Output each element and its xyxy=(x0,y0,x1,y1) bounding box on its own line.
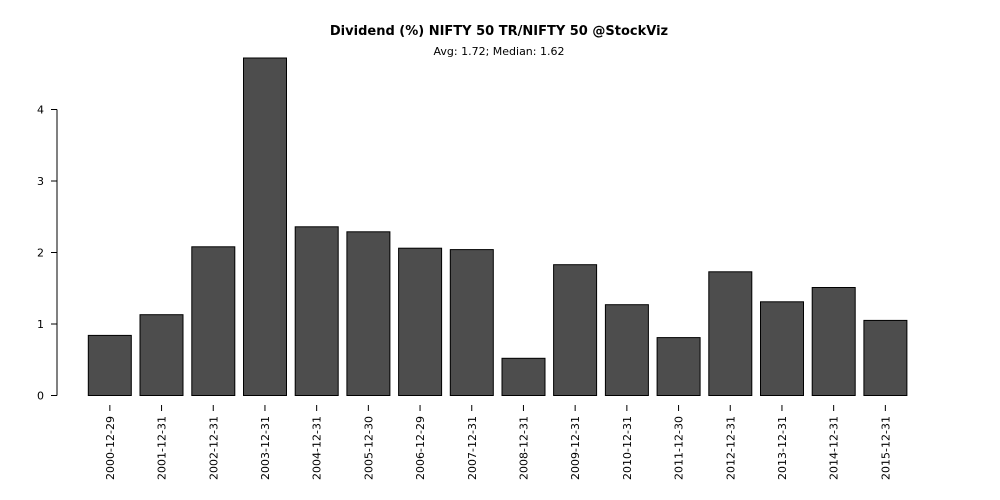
y-tick-label: 4 xyxy=(37,104,44,117)
bar-2015-12-31 xyxy=(863,319,908,396)
y-tick-label: 0 xyxy=(37,390,44,403)
bar-2013-12-31 xyxy=(760,301,804,396)
bar-2005-12-30 xyxy=(346,231,391,396)
x-axis-labels: 2000-12-29 2001-12-31 2002-12-31 2003-12-31… xyxy=(104,405,892,480)
bar-2001-12-31 xyxy=(139,314,184,397)
y-tick-label: 1 xyxy=(37,318,44,331)
bar-2002-12-31 xyxy=(191,246,236,396)
x-tick-label: 2012-12-31 xyxy=(724,416,737,480)
chart-subtitle: Avg: 1.72; Median: 1.62 xyxy=(434,45,565,58)
x-tick-label: 2008-12-31 xyxy=(517,416,530,480)
bar-2000-12-29 xyxy=(87,334,132,396)
x-tick-label: 2002-12-31 xyxy=(207,416,220,480)
x-tick-label: 2004-12-31 xyxy=(311,416,324,480)
bar-2014-12-31 xyxy=(811,287,856,396)
x-tick-label: 2014-12-31 xyxy=(828,416,841,480)
x-tick-label: 2015-12-31 xyxy=(879,416,892,480)
bar-2003-12-31 xyxy=(243,57,287,396)
bar-2004-12-31 xyxy=(294,226,339,396)
bar-2011-12-30 xyxy=(656,337,701,397)
chart-title: Dividend (%) NIFTY 50 TR/NIFTY 50 @Stock… xyxy=(330,24,668,39)
x-tick-label: 2001-12-31 xyxy=(156,416,169,480)
y-tick-label: 2 xyxy=(37,247,44,260)
x-tick-label: 2000-12-29 xyxy=(104,416,117,480)
x-tick-label: 2003-12-31 xyxy=(259,416,272,480)
bar-2008-12-31 xyxy=(501,357,546,396)
bar-2009-12-31 xyxy=(553,264,598,397)
y-tick-label: 3 xyxy=(37,175,44,188)
bar-2007-12-31 xyxy=(449,249,494,396)
x-tick-label: 2010-12-31 xyxy=(621,416,634,480)
x-tick-label: 2006-12-29 xyxy=(414,416,427,480)
bars-group xyxy=(87,57,908,397)
x-tick-label: 2013-12-31 xyxy=(776,416,789,480)
x-tick-label: 2009-12-31 xyxy=(569,416,582,480)
bar-2010-12-31 xyxy=(604,304,649,397)
x-tick-label: 2005-12-30 xyxy=(362,416,375,480)
bar-2006-12-29 xyxy=(398,247,443,396)
x-tick-label: 2007-12-31 xyxy=(466,416,479,480)
y-axis: 0 1 2 3 4 xyxy=(37,104,58,403)
x-tick-label: 2011-12-30 xyxy=(673,416,686,480)
bar-2012-12-31 xyxy=(708,271,753,396)
